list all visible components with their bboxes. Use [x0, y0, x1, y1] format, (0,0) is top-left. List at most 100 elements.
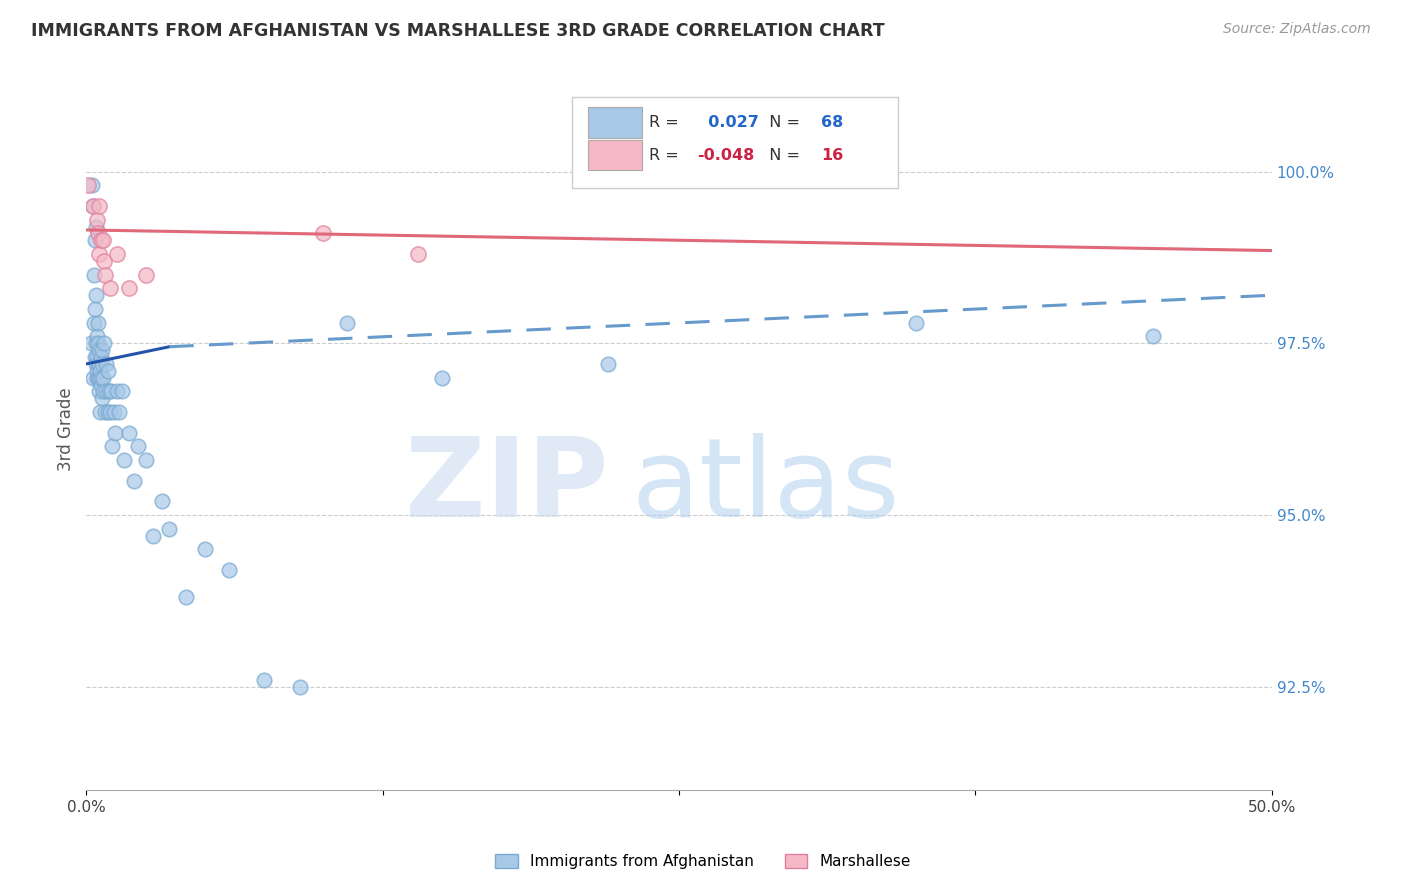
- Text: R =: R =: [650, 147, 685, 162]
- Point: [89, 247, 111, 261]
- Point: [103, 405, 125, 419]
- Point: [90, 370, 112, 384]
- Text: ZIP: ZIP: [405, 434, 607, 541]
- Point: [406, 247, 429, 261]
- Point: [86, 370, 108, 384]
- Point: [91, 357, 114, 371]
- Point: [86, 316, 108, 330]
- Point: [94, 357, 117, 371]
- Point: [82, 199, 104, 213]
- Text: IMMIGRANTS FROM AFGHANISTAN VS MARSHALLESE 3RD GRADE CORRELATION CHART: IMMIGRANTS FROM AFGHANISTAN VS MARSHALLE…: [31, 22, 884, 40]
- Point: [83, 268, 105, 282]
- Point: [596, 357, 619, 371]
- Point: [127, 439, 149, 453]
- Point: [97, 405, 120, 419]
- Point: [98, 405, 121, 419]
- Point: [97, 364, 120, 378]
- Point: [83, 350, 105, 364]
- Point: [94, 268, 117, 282]
- Text: atlas: atlas: [631, 434, 900, 541]
- Point: [87, 357, 110, 371]
- Point: [100, 384, 122, 399]
- Point: [87, 370, 110, 384]
- Point: [90, 391, 112, 405]
- Text: N =: N =: [758, 115, 804, 130]
- Point: [83, 233, 105, 247]
- Point: [157, 522, 180, 536]
- Text: N =: N =: [758, 147, 804, 162]
- Point: [87, 343, 110, 358]
- Point: [118, 281, 141, 295]
- Point: [86, 370, 108, 384]
- Point: [90, 343, 112, 358]
- Point: [89, 377, 111, 392]
- Text: 68: 68: [821, 115, 844, 130]
- Point: [93, 336, 115, 351]
- Point: [93, 253, 115, 268]
- Point: [122, 474, 145, 488]
- Point: [77, 178, 100, 193]
- Point: [218, 563, 240, 577]
- Point: [142, 529, 165, 543]
- Point: [91, 233, 114, 247]
- Point: [89, 350, 111, 364]
- Point: [82, 370, 104, 384]
- Point: [94, 405, 117, 419]
- Text: R =: R =: [650, 115, 685, 130]
- Point: [91, 384, 114, 399]
- Point: [194, 542, 217, 557]
- Point: [79, 336, 101, 351]
- Point: [96, 384, 118, 399]
- Point: [84, 288, 107, 302]
- Point: [82, 199, 104, 213]
- FancyBboxPatch shape: [572, 97, 898, 187]
- Point: [84, 219, 107, 234]
- Point: [86, 212, 108, 227]
- Point: [105, 247, 128, 261]
- Point: [84, 336, 107, 351]
- Point: [93, 370, 115, 384]
- Point: [86, 350, 108, 364]
- Point: [135, 453, 157, 467]
- Point: [84, 301, 107, 316]
- Point: [97, 384, 120, 399]
- Point: [288, 680, 311, 694]
- Point: [336, 316, 359, 330]
- Point: [90, 233, 112, 247]
- Point: [101, 439, 124, 453]
- Y-axis label: 3rd Grade: 3rd Grade: [58, 387, 75, 471]
- Text: Source: ZipAtlas.com: Source: ZipAtlas.com: [1223, 22, 1371, 37]
- Point: [105, 384, 128, 399]
- Point: [89, 364, 111, 378]
- Point: [118, 425, 141, 440]
- Point: [89, 405, 111, 419]
- Text: -0.048: -0.048: [697, 147, 754, 162]
- Point: [253, 673, 276, 687]
- Point: [112, 453, 135, 467]
- Point: [1142, 329, 1164, 343]
- Point: [108, 405, 131, 419]
- Point: [89, 357, 111, 371]
- Text: 0.027: 0.027: [697, 115, 759, 130]
- Point: [87, 199, 110, 213]
- Point: [86, 329, 108, 343]
- Point: [86, 364, 108, 378]
- FancyBboxPatch shape: [588, 107, 643, 137]
- Point: [905, 316, 928, 330]
- Point: [98, 281, 121, 295]
- Point: [87, 336, 110, 351]
- Point: [174, 591, 197, 605]
- Point: [86, 227, 108, 241]
- FancyBboxPatch shape: [588, 140, 643, 170]
- Point: [86, 357, 108, 371]
- Point: [82, 178, 104, 193]
- Point: [312, 227, 335, 241]
- Legend: Immigrants from Afghanistan, Marshallese: Immigrants from Afghanistan, Marshallese: [489, 847, 917, 875]
- Point: [83, 316, 105, 330]
- Point: [150, 494, 173, 508]
- Point: [135, 268, 157, 282]
- Point: [104, 425, 127, 440]
- Point: [430, 370, 453, 384]
- Point: [89, 384, 111, 399]
- Point: [111, 384, 134, 399]
